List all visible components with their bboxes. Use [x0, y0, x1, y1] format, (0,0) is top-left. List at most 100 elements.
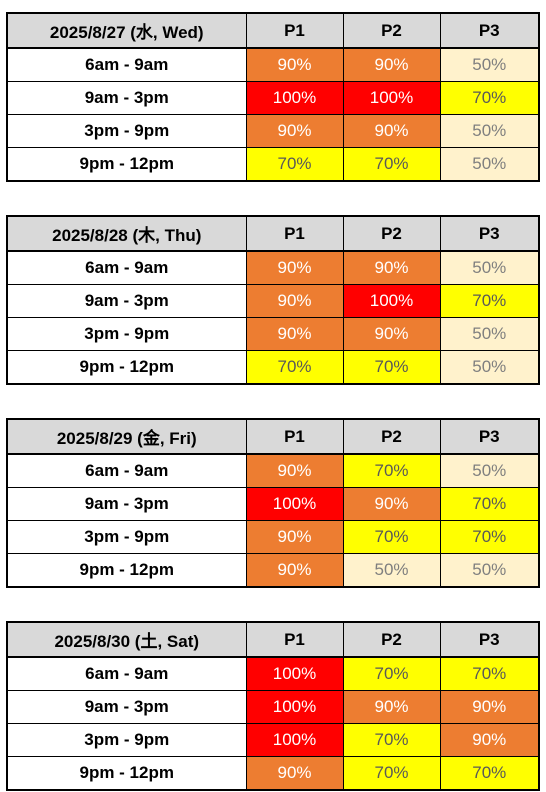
p1-value: 100%	[245, 656, 344, 691]
table-row: 6am - 9am 90% 70% 50%	[6, 453, 540, 488]
p3-value: 90%	[439, 723, 540, 757]
p3-value: 70%	[439, 520, 540, 554]
table-row: 9am - 3pm 100% 90% 70%	[6, 487, 540, 521]
time-slot: 9pm - 12pm	[6, 147, 247, 182]
table-row: 6am - 9am 100% 70% 70%	[6, 656, 540, 691]
p1-value: 100%	[245, 81, 344, 115]
p3-value: 50%	[439, 350, 540, 385]
schedule-table-day-4: 2025/8/30 (土, Sat) P1 P2 P3 6am - 9am 10…	[6, 621, 540, 791]
p3-value: 70%	[439, 81, 540, 115]
table-row: 3pm - 9pm 100% 70% 90%	[6, 723, 540, 757]
table-row: 9pm - 12pm 70% 70% 50%	[6, 350, 540, 385]
table-row: 3pm - 9pm 90% 90% 50%	[6, 317, 540, 351]
p2-value: 70%	[342, 453, 441, 488]
table-row: 9pm - 12pm 90% 50% 50%	[6, 553, 540, 588]
p1-value: 90%	[245, 317, 344, 351]
p1-value: 70%	[245, 350, 344, 385]
p3-value: 70%	[439, 284, 540, 318]
p2-value: 70%	[342, 350, 441, 385]
time-slot: 9pm - 12pm	[6, 553, 247, 588]
p2-value: 90%	[342, 114, 441, 148]
p3-value: 50%	[439, 250, 540, 285]
p2-value: 90%	[342, 690, 441, 724]
column-header-p2: P2	[342, 621, 441, 658]
column-header-p3: P3	[439, 418, 540, 455]
p1-value: 90%	[245, 453, 344, 488]
time-slot: 9pm - 12pm	[6, 350, 247, 385]
time-slot: 6am - 9am	[6, 47, 247, 82]
column-header-p3: P3	[439, 215, 540, 252]
column-header-p1: P1	[245, 418, 344, 455]
time-slot: 3pm - 9pm	[6, 317, 247, 351]
p3-value: 50%	[439, 47, 540, 82]
header-row: 2025/8/28 (木, Thu) P1 P2 P3	[6, 215, 540, 252]
column-header-p3: P3	[439, 621, 540, 658]
p3-value: 70%	[439, 756, 540, 791]
p1-value: 90%	[245, 553, 344, 588]
p3-value: 70%	[439, 487, 540, 521]
p2-value: 70%	[342, 147, 441, 182]
header-row: 2025/8/29 (金, Fri) P1 P2 P3	[6, 418, 540, 455]
schedule-table-day-3: 2025/8/29 (金, Fri) P1 P2 P3 6am - 9am 90…	[6, 418, 540, 588]
p1-value: 70%	[245, 147, 344, 182]
column-header-p2: P2	[342, 418, 441, 455]
p1-value: 100%	[245, 690, 344, 724]
p2-value: 90%	[342, 317, 441, 351]
date-header: 2025/8/28 (木, Thu)	[6, 215, 247, 252]
p1-value: 90%	[245, 284, 344, 318]
p1-value: 90%	[245, 114, 344, 148]
table-row: 3pm - 9pm 90% 70% 70%	[6, 520, 540, 554]
p3-value: 50%	[439, 553, 540, 588]
p3-value: 50%	[439, 114, 540, 148]
p2-value: 70%	[342, 756, 441, 791]
table-row: 9pm - 12pm 90% 70% 70%	[6, 756, 540, 791]
schedule-table-day-2: 2025/8/28 (木, Thu) P1 P2 P3 6am - 9am 90…	[6, 215, 540, 385]
time-slot: 9am - 3pm	[6, 81, 247, 115]
p3-value: 50%	[439, 317, 540, 351]
p1-value: 90%	[245, 756, 344, 791]
time-slot: 9am - 3pm	[6, 690, 247, 724]
date-header: 2025/8/29 (金, Fri)	[6, 418, 247, 455]
schedule-table-day-1: 2025/8/27 (水, Wed) P1 P2 P3 6am - 9am 90…	[6, 12, 540, 182]
time-slot: 6am - 9am	[6, 453, 247, 488]
table-row: 3pm - 9pm 90% 90% 50%	[6, 114, 540, 148]
p2-value: 90%	[342, 47, 441, 82]
column-header-p1: P1	[245, 12, 344, 49]
p2-value: 100%	[342, 81, 441, 115]
table-row: 9am - 3pm 100% 100% 70%	[6, 81, 540, 115]
time-slot: 9am - 3pm	[6, 487, 247, 521]
table-row: 9am - 3pm 90% 100% 70%	[6, 284, 540, 318]
p3-value: 90%	[439, 690, 540, 724]
p1-value: 90%	[245, 250, 344, 285]
p2-value: 100%	[342, 284, 441, 318]
date-header: 2025/8/27 (水, Wed)	[6, 12, 247, 49]
date-header: 2025/8/30 (土, Sat)	[6, 621, 247, 658]
p1-value: 90%	[245, 47, 344, 82]
header-row: 2025/8/30 (土, Sat) P1 P2 P3	[6, 621, 540, 658]
column-header-p1: P1	[245, 215, 344, 252]
p2-value: 70%	[342, 520, 441, 554]
table-row: 9pm - 12pm 70% 70% 50%	[6, 147, 540, 182]
p1-value: 100%	[245, 487, 344, 521]
column-header-p2: P2	[342, 215, 441, 252]
p2-value: 90%	[342, 250, 441, 285]
time-slot: 3pm - 9pm	[6, 723, 247, 757]
p1-value: 90%	[245, 520, 344, 554]
column-header-p1: P1	[245, 621, 344, 658]
time-slot: 6am - 9am	[6, 656, 247, 691]
time-slot: 9am - 3pm	[6, 284, 247, 318]
time-slot: 3pm - 9pm	[6, 114, 247, 148]
column-header-p2: P2	[342, 12, 441, 49]
p3-value: 50%	[439, 147, 540, 182]
p3-value: 50%	[439, 453, 540, 488]
time-slot: 3pm - 9pm	[6, 520, 247, 554]
time-slot: 9pm - 12pm	[6, 756, 247, 791]
header-row: 2025/8/27 (水, Wed) P1 P2 P3	[6, 12, 540, 49]
column-header-p3: P3	[439, 12, 540, 49]
table-row: 6am - 9am 90% 90% 50%	[6, 250, 540, 285]
p2-value: 50%	[342, 553, 441, 588]
table-row: 9am - 3pm 100% 90% 90%	[6, 690, 540, 724]
p2-value: 70%	[342, 656, 441, 691]
p2-value: 90%	[342, 487, 441, 521]
table-row: 6am - 9am 90% 90% 50%	[6, 47, 540, 82]
